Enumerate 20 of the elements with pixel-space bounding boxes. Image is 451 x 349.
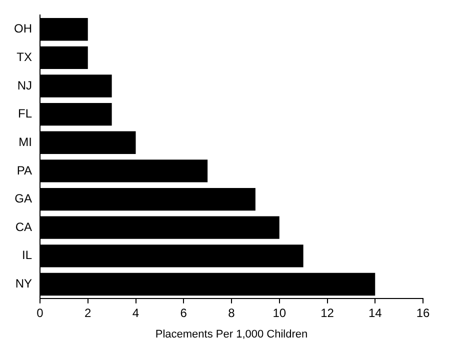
x-tick-label: 12 xyxy=(320,306,334,320)
y-tick-label: GA xyxy=(14,192,32,206)
y-tick-label: MI xyxy=(18,134,32,149)
x-tick-label: 10 xyxy=(272,306,286,320)
y-tick-label: IL xyxy=(22,248,32,262)
y-tick-label: TX xyxy=(16,50,32,64)
y-tick-label: NY xyxy=(15,276,32,291)
x-tick-label: 6 xyxy=(180,306,188,320)
y-tick-label: CA xyxy=(15,220,32,234)
y-tick-label: NJ xyxy=(17,78,32,92)
x-tick-label: 2 xyxy=(84,306,92,320)
x-tick-label: 0 xyxy=(36,306,44,320)
x-axis-title: Placements Per 1,000 Children xyxy=(155,328,308,340)
x-tick-label: 4 xyxy=(132,306,140,320)
y-tick-label: FL xyxy=(18,106,32,121)
y-tick-label: PA xyxy=(16,163,32,178)
x-tick-label: 8 xyxy=(228,306,236,320)
x-tick-label: 14 xyxy=(368,306,382,320)
y-tick-label: OH xyxy=(14,22,32,36)
x-tick-label: 16 xyxy=(416,306,430,320)
